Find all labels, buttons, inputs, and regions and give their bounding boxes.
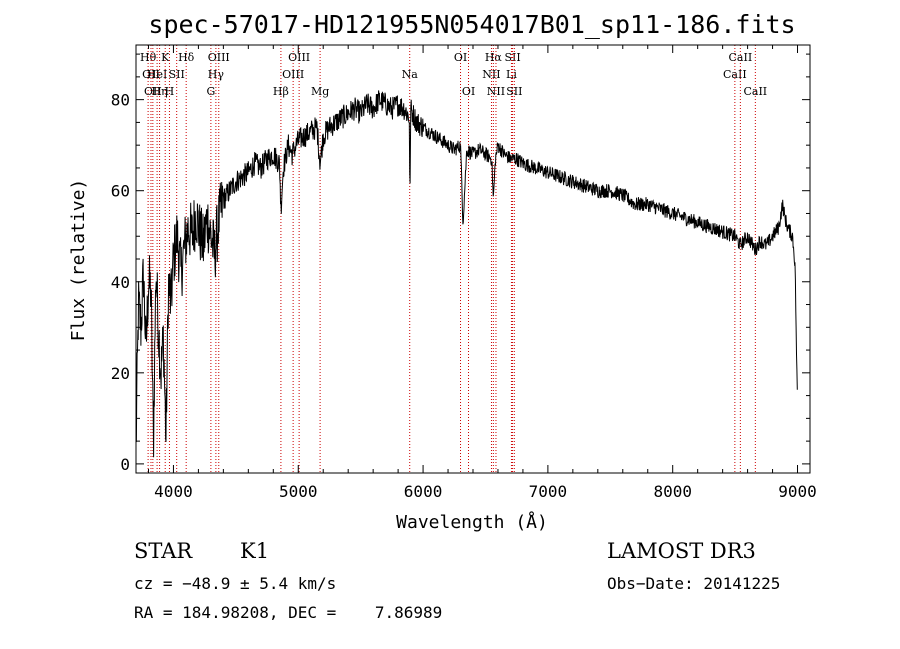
line-marker-label: G — [206, 85, 215, 98]
line-marker-label: Hη — [151, 85, 167, 98]
line-marker-label: NII — [482, 68, 500, 81]
line-marker-label: Hγ — [208, 68, 225, 81]
line-marker-label: Li — [506, 68, 517, 81]
object-subclass: K1 — [240, 539, 270, 563]
line-marker-label: K — [161, 51, 170, 64]
x-axis-label: Wavelength (Å) — [396, 511, 548, 533]
line-marker-label: NII — [487, 85, 505, 98]
line-marker-label: Hδ — [178, 51, 195, 64]
line-marker-label: CaII — [743, 85, 767, 98]
y-tick-label: 0 — [120, 455, 130, 474]
x-tick-label: 5000 — [279, 482, 318, 501]
line-marker-label: Hβ — [273, 85, 289, 98]
line-marker-label: Mg — [311, 85, 329, 98]
survey-name: LAMOST DR3 — [607, 539, 756, 563]
y-tick-label: 40 — [111, 273, 130, 292]
line-marker-label: OI — [454, 51, 467, 64]
line-marker-label: OIII — [288, 51, 310, 64]
axis-ticks: 4000 5000 6000 7000 8000 9000 0 20 40 60 80 — [111, 45, 817, 501]
line-marker-label: OIII — [282, 68, 304, 81]
y-tick-label: 20 — [111, 364, 130, 383]
line-marker-label: H — [165, 85, 175, 98]
line-markers: HθOIIOIIHeIHηKHSIIHδGHγOIIIHβOIIIOIIIMgN… — [140, 45, 767, 473]
spectrum-series — [135, 90, 798, 458]
line-marker-label: Hα — [485, 51, 503, 64]
y-axis-label: Flux (relative) — [68, 179, 89, 342]
y-tick-label: 60 — [111, 182, 130, 201]
x-tick-label: 4000 — [154, 482, 193, 501]
plot-frame — [135, 44, 811, 474]
line-marker-label: HeI — [147, 68, 167, 81]
y-tick-label: 80 — [111, 91, 130, 110]
object-class: STAR — [134, 539, 193, 563]
line-marker-label: OIII — [208, 51, 230, 64]
x-tick-label: 9000 — [778, 482, 817, 501]
line-marker-label: SII — [506, 85, 522, 98]
line-marker-label: SII — [504, 51, 520, 64]
redshift-value: cz = −48.9 ± 5.4 km/s — [134, 574, 337, 593]
observation-date: Obs−Date: 20141225 — [607, 574, 781, 593]
x-tick-label: 8000 — [653, 482, 692, 501]
line-marker-label: SII — [169, 68, 185, 81]
line-marker-label: OI — [462, 85, 475, 98]
line-marker-label: Hθ — [140, 51, 157, 64]
chart-title: spec-57017-HD121955N054017B01_sp11-186.f… — [148, 10, 795, 39]
x-tick-label: 7000 — [529, 482, 568, 501]
line-marker-label: CaII — [723, 68, 747, 81]
line-marker-label: Na — [402, 68, 419, 81]
sky-coordinates: RA = 184.98208, DEC = 7.86989 — [134, 603, 443, 622]
line-marker-label: OII — [142, 68, 160, 81]
x-tick-label: 6000 — [404, 482, 443, 501]
line-marker-label: OII — [144, 85, 162, 98]
line-marker-label: CaII — [729, 51, 753, 64]
